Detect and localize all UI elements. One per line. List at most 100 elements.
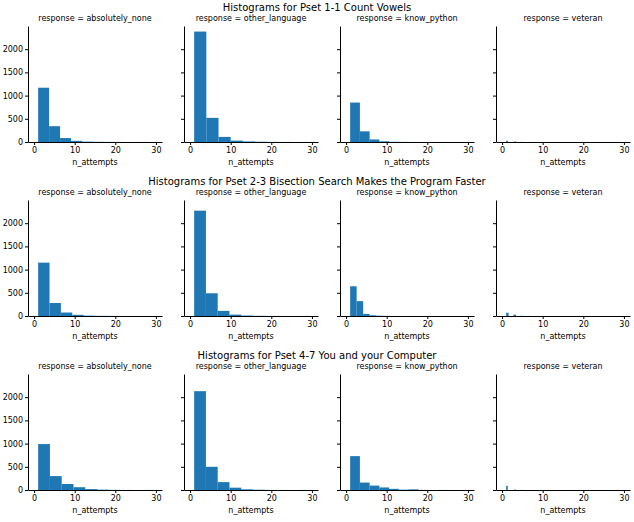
y-tick-mark	[25, 490, 28, 491]
y-tick	[493, 96, 496, 97]
x-axis-line	[341, 490, 475, 491]
y-tick-mark	[181, 49, 184, 50]
x-tick-mark	[34, 490, 35, 493]
histogram-bar	[61, 313, 72, 316]
x-tick-mark	[75, 316, 76, 319]
x-axis-line	[29, 142, 163, 143]
histogram-bar	[82, 141, 93, 142]
x-tick: 30	[619, 316, 629, 329]
x-tick: 30	[307, 316, 317, 329]
bars	[350, 456, 447, 490]
histogram-bar	[300, 489, 312, 490]
x-tick-mark	[543, 142, 544, 145]
y-tick-mark	[337, 293, 340, 294]
x-tick-mark	[115, 490, 116, 493]
x-tick-mark	[624, 490, 625, 493]
y-tick-label: 0	[18, 486, 23, 495]
x-tick: 10	[70, 316, 80, 329]
y-tick-mark	[181, 444, 184, 445]
y-tick	[493, 444, 496, 445]
x-tick-mark	[346, 316, 347, 319]
y-axis-line	[340, 375, 341, 491]
x-tick-label: 10	[70, 320, 80, 329]
histogram-bar	[265, 315, 277, 316]
x-tick-mark	[190, 316, 191, 319]
histogram-bar	[229, 488, 241, 490]
x-tick: 0	[500, 142, 505, 155]
y-axis	[493, 201, 497, 317]
histogram-bar	[389, 489, 399, 490]
histogram-bar	[360, 131, 370, 142]
histogram-bar	[513, 490, 515, 491]
x-tick-label: 0	[500, 494, 505, 503]
x-axis-title: n_attempts	[72, 506, 117, 515]
y-axis-line	[496, 375, 497, 491]
y-tick-mark	[181, 467, 184, 468]
histogram-bar	[38, 88, 49, 142]
x-tick-label: 30	[619, 146, 629, 155]
histogram-bar	[370, 139, 380, 142]
y-tick-mark	[181, 397, 184, 398]
x-tick-mark	[468, 316, 469, 319]
y-tick	[493, 142, 496, 143]
bars	[506, 313, 530, 316]
y-tick-mark	[25, 316, 28, 317]
x-tick: 0	[188, 490, 193, 503]
panel: response = other_language0102030n_attemp…	[181, 14, 319, 167]
y-tick: 1000	[3, 266, 28, 275]
y-tick-mark	[25, 397, 28, 398]
x-axis-line	[341, 142, 475, 143]
y-tick-label: 1500	[3, 242, 23, 251]
x-tick-mark	[502, 316, 503, 319]
x-tick: 0	[344, 316, 349, 329]
y-tick	[493, 397, 496, 398]
histogram-bar	[509, 316, 511, 317]
histogram-bar	[514, 489, 516, 490]
histogram-bar	[50, 476, 62, 490]
x-tick-label: 30	[151, 146, 161, 155]
x-tick: 30	[307, 142, 317, 155]
x-tick: 30	[619, 142, 629, 155]
x-tick-mark	[468, 142, 469, 145]
x-tick: 20	[267, 490, 277, 503]
x-tick-mark	[75, 142, 76, 145]
histogram-bar	[84, 315, 95, 316]
x-tick: 10	[226, 142, 236, 155]
histogram-bar	[511, 142, 513, 143]
x-tick-mark	[387, 142, 388, 145]
y-axis-line	[496, 27, 497, 143]
histogram-bar	[428, 490, 438, 491]
panel: response = absolutely_none0102030n_attem…	[3, 14, 163, 167]
histogram-bar	[396, 316, 402, 317]
x-axis-line	[497, 316, 631, 317]
panel-title: response = veteran	[523, 188, 602, 197]
y-axis-line	[28, 27, 29, 143]
x-tick: 0	[188, 142, 193, 155]
x-tick-label: 20	[579, 320, 589, 329]
x-tick-label: 30	[151, 320, 161, 329]
x-tick: 10	[538, 142, 548, 155]
y-tick-label: 0	[18, 312, 23, 321]
y-tick-label: 2000	[3, 393, 23, 402]
histogram-bar	[518, 316, 520, 317]
histogram-bar	[350, 286, 356, 316]
y-tick	[493, 223, 496, 224]
x-tick-mark	[271, 142, 272, 145]
x-tick: 20	[267, 316, 277, 329]
x-tick-label: 10	[70, 494, 80, 503]
y-tick	[493, 49, 496, 50]
histogram-bar	[428, 142, 438, 143]
x-axis: 0102030	[185, 316, 319, 329]
x-tick-mark	[346, 490, 347, 493]
histogram-bar	[132, 490, 144, 491]
y-tick	[493, 467, 496, 468]
y-tick-mark	[337, 397, 340, 398]
x-axis-line	[185, 316, 319, 317]
y-tick-mark	[25, 223, 28, 224]
x-tick-mark	[468, 490, 469, 493]
y-tick-mark	[25, 420, 28, 421]
y-tick-mark	[181, 293, 184, 294]
histogram-bar	[370, 486, 380, 490]
histogram-bar	[241, 489, 253, 490]
histogram-bar	[513, 315, 515, 316]
